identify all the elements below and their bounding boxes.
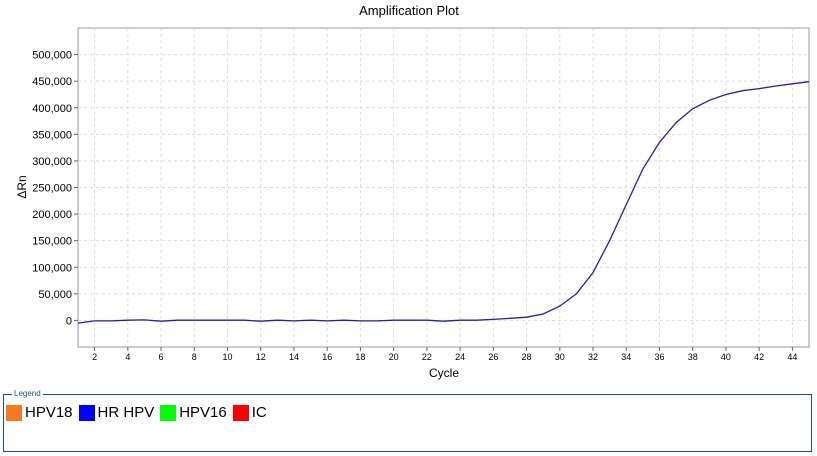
legend-panel: Legend HPV18 HR HPV HPV16 IC: [3, 388, 812, 452]
legend-swatch-hpv16: [160, 405, 177, 421]
y-tick-label: 350,000: [32, 129, 72, 141]
legend-label-hr-hpv: HR HPV: [97, 404, 155, 421]
chart-title: Amplification Plot: [359, 3, 459, 18]
legend-item-hpv18[interactable]: HPV18: [6, 404, 73, 422]
y-tick-label: 100,000: [32, 262, 72, 274]
y-tick-label: 500,000: [32, 50, 72, 62]
x-tick-label: 34: [621, 352, 631, 362]
x-tick-label: 32: [588, 352, 598, 362]
x-tick-label: 16: [322, 352, 332, 362]
x-tick-label: 6: [159, 352, 164, 362]
legend-label-hpv16: HPV16: [179, 404, 227, 421]
legend-label-ic: IC: [251, 404, 267, 421]
y-tick-label: 400,000: [32, 103, 72, 115]
y-tick-label: 450,000: [32, 76, 72, 88]
x-tick-label: 38: [688, 352, 698, 362]
y-tick-label: 0: [66, 315, 72, 327]
y-axis-label: ΔRn: [15, 175, 29, 198]
x-tick-label: 30: [555, 352, 565, 362]
x-tick-label: 22: [422, 352, 432, 362]
legend-item-hr-hpv[interactable]: HR HPV: [78, 404, 155, 422]
x-tick-label: 4: [125, 352, 130, 362]
legend-title: Legend: [12, 388, 43, 400]
legend-swatch-hr-hpv: [78, 405, 95, 421]
legend-item-hpv16[interactable]: HPV16: [160, 404, 227, 422]
y-tick-label: 300,000: [32, 156, 72, 168]
legend-item-ic[interactable]: IC: [232, 404, 267, 422]
series-group: [77, 81, 810, 324]
y-tick-label: 50,000: [38, 289, 72, 301]
x-tick-label: 20: [389, 352, 399, 362]
y-axis-ticks: 0 50,000 100,000 150,000 200,000 250,000 300,0…: [32, 50, 78, 327]
legend-swatch-ic: [232, 405, 249, 421]
x-tick-label: 44: [787, 352, 797, 362]
x-tick-label: 24: [455, 352, 465, 362]
legend-label-hpv18: HPV18: [25, 404, 73, 421]
y-tick-label: 250,000: [32, 183, 72, 195]
x-tick-label: 26: [488, 352, 498, 362]
y-tick-label: 150,000: [32, 236, 72, 248]
x-axis-ticks: 2 4 6 8 10 12 14 16 18 20 22 24 26 28 30 32 34 36 38 40 42 44: [92, 347, 797, 362]
x-tick-label: 2: [92, 352, 97, 362]
x-tick-label: 42: [754, 352, 764, 362]
x-tick-label: 40: [721, 352, 731, 362]
x-tick-label: 18: [355, 352, 365, 362]
y-tick-label: 200,000: [32, 209, 72, 221]
x-tick-label: 36: [654, 352, 664, 362]
x-tick-label: 12: [256, 352, 266, 362]
amplification-plot: Amplification Plot 0 50,000 100,000 150,000…: [15, 3, 810, 380]
legend-items: HPV18 HR HPV HPV16 IC: [6, 404, 273, 422]
x-tick-label: 8: [192, 352, 197, 362]
series-line-hr-hpv: [77, 81, 810, 324]
x-tick-label: 10: [223, 352, 233, 362]
x-axis-label: Cycle: [429, 366, 459, 380]
x-tick-label: 28: [522, 352, 532, 362]
x-tick-label: 14: [289, 352, 299, 362]
legend-swatch-hpv18: [6, 405, 22, 421]
